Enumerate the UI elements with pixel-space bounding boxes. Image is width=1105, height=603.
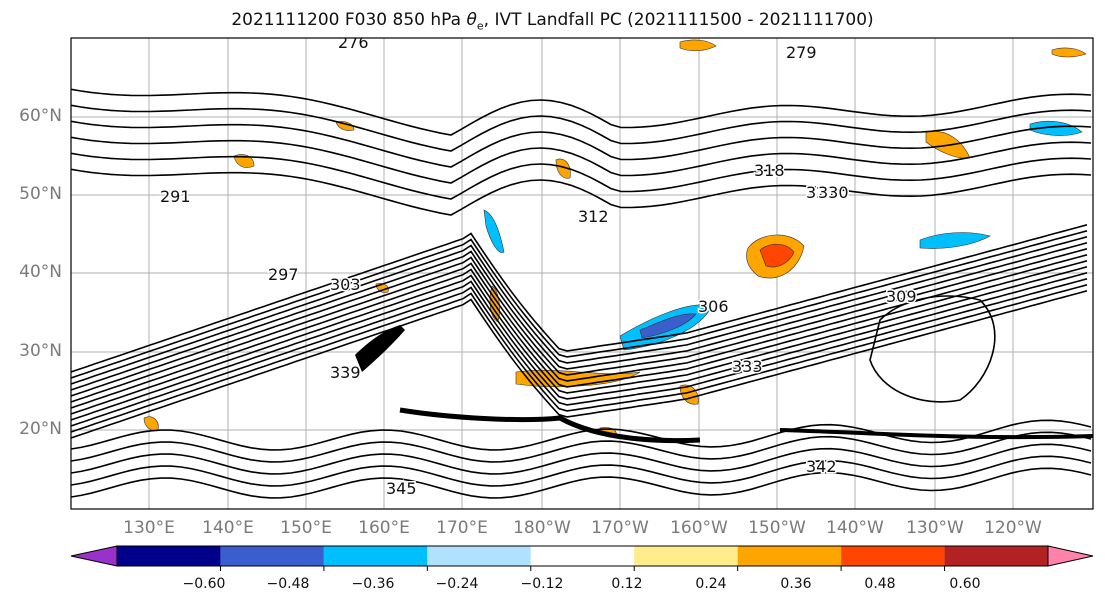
colorbar-tick: −0.24 [435,576,479,592]
theta-e-contour [71,419,1092,451]
colorbar-tick: −0.48 [266,576,310,592]
contour-label: 330 [818,183,849,202]
ivt-anomaly-patch [919,232,991,249]
contour-label: 309 [886,287,917,306]
theta-e-contour [71,284,1088,433]
theta-e-contour [71,168,1092,216]
theta-symbol: θ [466,10,477,30]
contour-label: 321 [806,183,837,202]
colorbar-segment [117,546,221,566]
contour-label: 291 [160,187,191,206]
colorbar-tick: 0.36 [780,576,812,592]
colorbar-tick: 0.12 [611,576,643,592]
theta-subscript: e [476,19,484,33]
thick-contour-cluster [779,428,1093,440]
lon-label-150e: 150°E [280,518,332,538]
colorbar-tick: −0.12 [520,576,564,592]
lon-label-130w: 130°W [906,518,964,538]
colorbar-segment [323,546,428,566]
contour-label: 306 [698,297,729,316]
colorbar-segment [737,546,842,566]
contour-label: 297 [268,265,299,284]
figure-title: 2021111200 F030 850 hPa θe, IVT Landfall… [0,10,1105,32]
contour-label: 279 [786,43,817,62]
theta-e-contour [71,266,1088,415]
theta-e-contour [71,88,1092,136]
theta-e-contour [71,104,1092,152]
lon-label-140w: 140°W [826,518,884,538]
lon-label-170e: 170°E [436,518,488,538]
thick-contour-cluster [399,407,701,444]
map-frame [70,37,1094,510]
contour-label: 342 [806,457,837,476]
title-prefix: 2021111200 F030 850 hPa [231,10,467,30]
theta-e-contour [71,272,1088,421]
lon-label-120w: 120°W [984,518,1042,538]
ivt-anomaly-patch [1051,47,1087,58]
theta-e-contours [71,88,1093,499]
colorbar-segment [427,546,531,566]
lon-label-160e: 160°E [358,518,410,538]
lat-label-20n: 20°N [19,419,62,439]
colorbar [70,545,1094,571]
theta-e-contour [71,431,1092,463]
lat-label-30n: 30°N [19,341,62,361]
ivt-anomaly-patch [679,39,717,52]
theta-e-contour [71,290,1088,439]
colorbar-tick: 0.48 [864,576,896,592]
lat-label-50n: 50°N [19,184,62,204]
theta-e-contour [71,467,1092,499]
theta-e-contour [71,278,1088,427]
theta-e-contour [71,443,1092,475]
colorbar-segment [220,546,324,566]
lon-label-160w: 160°W [670,518,728,538]
ivt-anomaly-patch [759,243,795,268]
contour-label: 276 [338,33,369,52]
colorbar-segment [944,546,1048,566]
theta-e-contour [71,260,1088,409]
theta-e-contour [71,230,1088,379]
theta-e-contour [71,455,1092,487]
lon-label-150w: 150°W [748,518,806,538]
contour-label: 303 [330,275,361,294]
thick-contour-cluster [355,325,405,372]
lon-label-180w: 180°W [513,518,571,538]
ivt-anomaly-patch [555,158,571,179]
theta-e-contour [71,120,1092,168]
contour-label: 339 [330,363,361,382]
colorbar-segment [841,546,945,566]
colorbar-outline [116,545,1049,567]
ivt-anomaly-patch [639,313,697,339]
colorbar-tick: 0.24 [695,576,727,592]
theta-e-contour [869,295,996,403]
lon-label-170w: 170°W [591,518,649,538]
colorbar-tick: −0.60 [182,576,226,592]
colorbar-tick: 0.60 [949,576,981,592]
ivt-anomaly-patch [1029,120,1083,136]
lat-label-40n: 40°N [19,262,62,282]
theta-e-contour [71,224,1088,373]
colorbar-segment [634,546,738,566]
contour-label: 318 [754,161,785,180]
theta-e-contour [71,248,1088,397]
contour-label: 345 [386,479,417,498]
lon-label-140e: 140°E [202,518,254,538]
contour-label: 312 [578,207,609,226]
colorbar-segment [530,546,635,566]
theta-e-contour [71,242,1088,391]
theta-e-contour [71,136,1092,184]
title-suffix: , IVT Landfall PC (2021111500 - 20211117… [483,10,874,30]
contour-label: 333 [732,357,763,376]
lon-label-130e: 130°E [123,518,175,538]
ivt-anomaly-patch [483,209,505,253]
lat-label-60n: 60°N [19,106,62,126]
ivt-anomaly-patch [335,121,355,131]
colorbar-extend-low [70,545,118,567]
colorbar-extend-high [1047,545,1094,567]
theta-e-contour [71,236,1088,385]
colorbar-tick: −0.36 [351,576,395,592]
theta-e-contour [71,152,1092,200]
